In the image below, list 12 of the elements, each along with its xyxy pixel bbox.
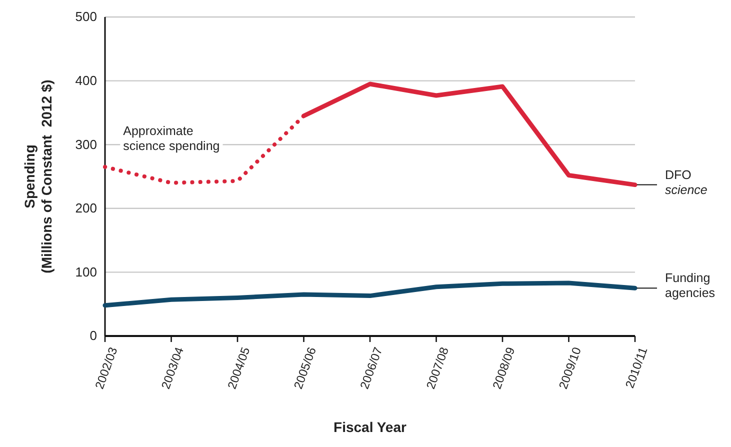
text: Funding agencies [665,271,716,300]
y-tick-label: 300 [75,136,97,152]
y-tick-label: 500 [75,9,97,24]
y-tick-label: 400 [75,72,97,88]
text: DFO science [665,168,708,197]
y-tick-label: 200 [75,200,97,216]
x-axis-title: Fiscal Year [334,419,408,435]
y-tick-label: 100 [75,264,97,280]
series-label: Approximate science spending [123,124,220,153]
y-axis-title: Spending (Millions of Constant 2012 $) [22,80,54,274]
line-series [102,280,638,308]
y-tick-label: 0 [90,328,97,344]
